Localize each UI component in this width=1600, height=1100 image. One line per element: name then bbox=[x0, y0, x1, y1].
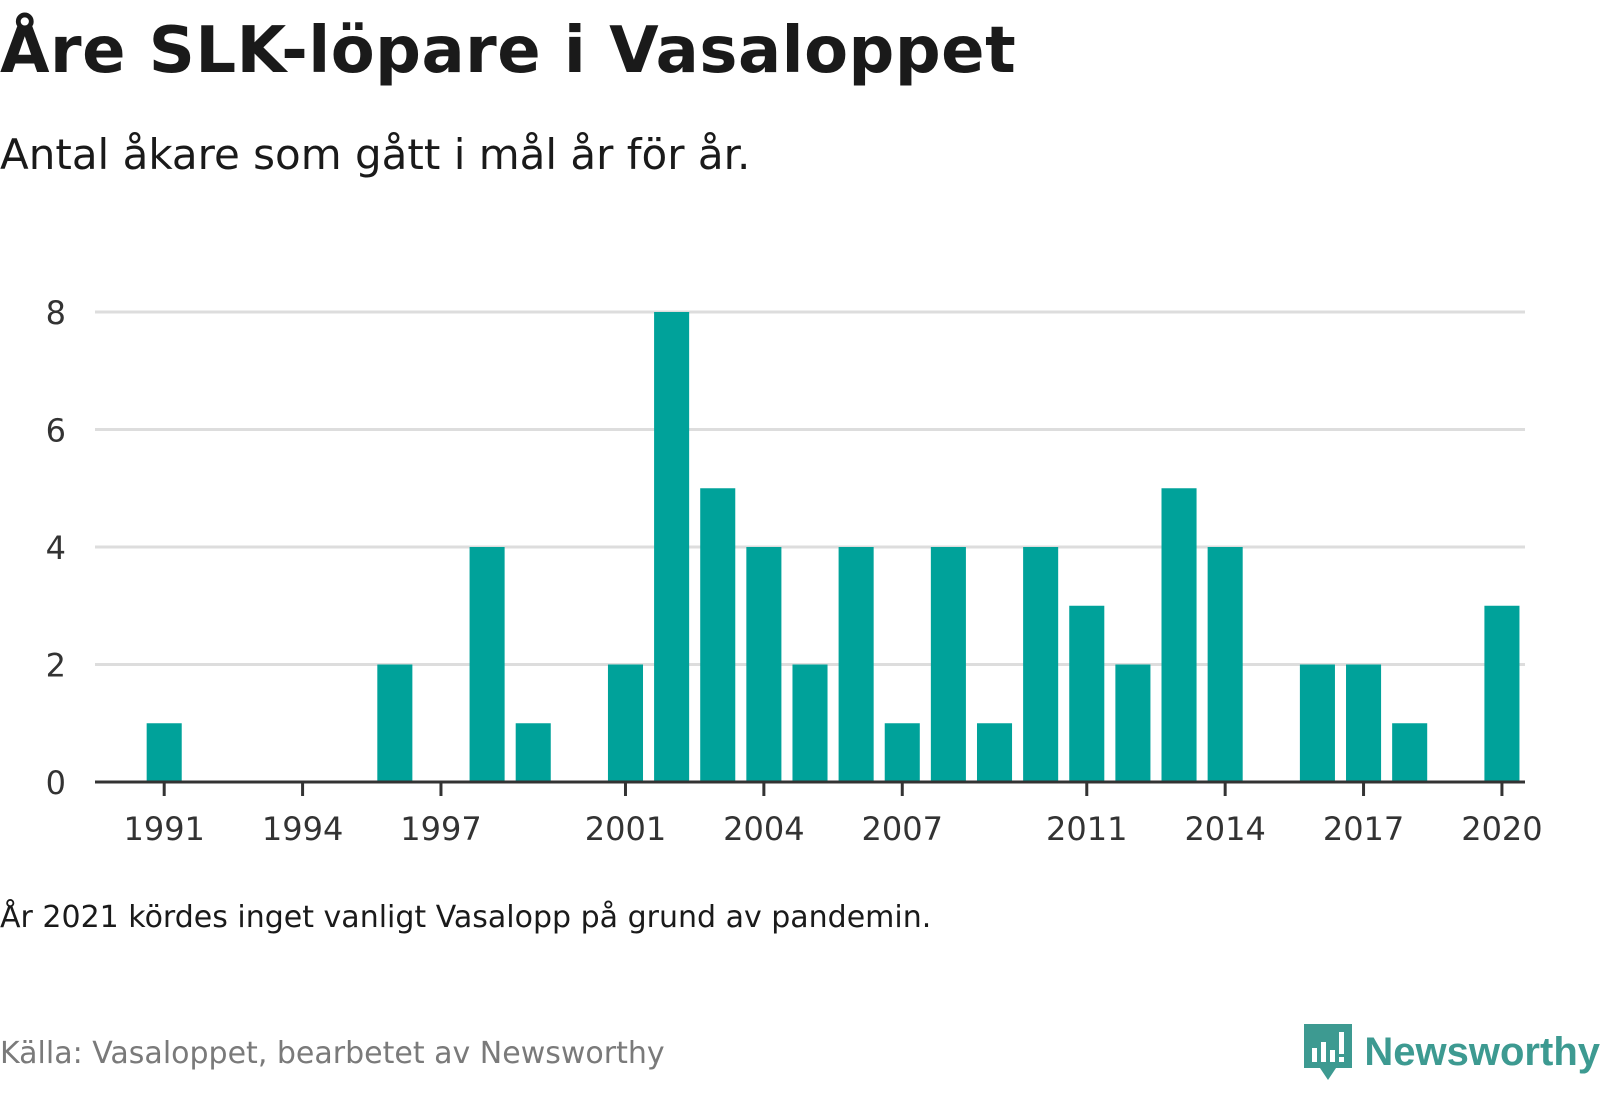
bar-2008 bbox=[930, 547, 966, 782]
x-tick-label: 2017 bbox=[1323, 810, 1404, 848]
bar-2010 bbox=[1023, 547, 1059, 782]
x-tick-label: 1997 bbox=[400, 810, 481, 848]
chart-title: Åre SLK-löpare i Vasaloppet bbox=[0, 14, 1017, 88]
y-tick-label: 4 bbox=[46, 529, 66, 567]
x-axis: 1991 1994 1997 2001 2004 2007 2011 2014 2017 2020 bbox=[95, 780, 1543, 848]
x-tick-label: 2007 bbox=[862, 810, 943, 848]
chart-subtitle: Antal åkare som gått i mål år för år. bbox=[0, 130, 751, 179]
bar-1999 bbox=[515, 723, 551, 782]
bar-2011 bbox=[1069, 605, 1105, 782]
bar-2007 bbox=[884, 723, 920, 782]
bar-2013 bbox=[1161, 488, 1197, 782]
bars bbox=[146, 312, 1520, 782]
bar-2001 bbox=[607, 664, 644, 782]
x-tick-label: 2001 bbox=[585, 810, 666, 848]
y-tick-label: 0 bbox=[46, 764, 66, 802]
y-tick-label: 8 bbox=[46, 294, 66, 332]
y-tick-label: 2 bbox=[46, 647, 66, 685]
bar-1991 bbox=[146, 723, 182, 782]
bar-2018 bbox=[1392, 723, 1428, 782]
bar-2020 bbox=[1484, 605, 1520, 782]
gridlines bbox=[95, 310, 1525, 666]
brand-logo[interactable]: Newsworthy bbox=[1302, 1016, 1600, 1088]
newsworthy-logo-icon bbox=[1304, 1024, 1353, 1080]
brand-name: Newsworthy bbox=[1364, 1029, 1600, 1074]
source-text: Källa: Vasaloppet, bearbetet av Newswort… bbox=[0, 1036, 665, 1071]
bar-2012 bbox=[1115, 664, 1151, 782]
chart-note: År 2021 kördes inget vanligt Vasalopp på… bbox=[0, 900, 932, 935]
x-tick-label: 2020 bbox=[1461, 810, 1542, 848]
x-tick-label: 1994 bbox=[262, 810, 343, 848]
bar-2006 bbox=[838, 547, 874, 782]
bar-2003 bbox=[700, 488, 736, 782]
x-tick-label: 2004 bbox=[723, 810, 804, 848]
bar-chart: 0 2 4 6 8 1991 1994 1997 2001 2004 2007 2011 2014 20… bbox=[46, 294, 1543, 848]
bar-1998 bbox=[469, 547, 505, 782]
bar-2004 bbox=[746, 547, 782, 782]
y-axis-tick-labels: 0 2 4 6 8 bbox=[46, 294, 66, 802]
bar-2017 bbox=[1346, 664, 1382, 782]
bar-2016 bbox=[1299, 664, 1335, 782]
bar-1996 bbox=[377, 664, 413, 782]
x-tick-label: 2014 bbox=[1184, 810, 1265, 848]
x-tick-label: 2011 bbox=[1046, 810, 1127, 848]
x-tick-label: 1991 bbox=[123, 810, 204, 848]
y-tick-label: 6 bbox=[46, 412, 66, 450]
bar-2014 bbox=[1207, 547, 1243, 782]
bar-2009 bbox=[976, 723, 1013, 782]
bar-2002 bbox=[654, 312, 690, 782]
bar-2005 bbox=[792, 664, 828, 782]
